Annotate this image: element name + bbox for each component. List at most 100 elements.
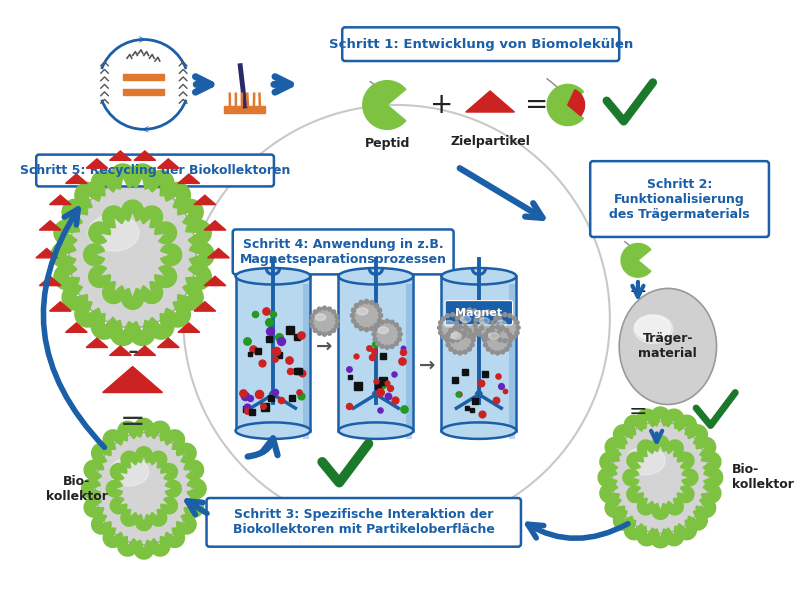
Circle shape [314, 310, 317, 314]
Circle shape [491, 331, 495, 335]
Text: =: = [120, 407, 146, 436]
Polygon shape [66, 174, 87, 183]
Ellipse shape [439, 315, 466, 341]
Circle shape [390, 345, 394, 348]
Wedge shape [652, 435, 669, 452]
Circle shape [467, 329, 471, 333]
Wedge shape [84, 244, 105, 266]
Wedge shape [150, 421, 170, 441]
Circle shape [373, 327, 377, 331]
Circle shape [458, 351, 462, 355]
Polygon shape [50, 195, 71, 204]
Text: Schritt 4: Anwendung in z.B.
Magnetseparationsprozessen: Schritt 4: Anwendung in z.B. Magnetsepar… [240, 238, 446, 266]
Circle shape [453, 350, 457, 354]
Circle shape [370, 300, 374, 305]
Circle shape [376, 323, 380, 327]
Circle shape [495, 351, 499, 355]
Wedge shape [54, 264, 79, 290]
Wedge shape [141, 206, 162, 227]
Wedge shape [165, 302, 190, 327]
Wedge shape [91, 515, 111, 534]
Circle shape [516, 326, 520, 330]
Circle shape [508, 314, 512, 317]
Circle shape [365, 299, 369, 303]
Wedge shape [84, 460, 103, 479]
Circle shape [454, 321, 458, 325]
Circle shape [310, 314, 314, 318]
Circle shape [351, 319, 356, 323]
Circle shape [494, 316, 498, 320]
Text: Magnet: Magnet [455, 307, 502, 317]
Circle shape [332, 329, 336, 332]
Wedge shape [149, 170, 174, 196]
Wedge shape [638, 440, 654, 456]
Bar [406, 284, 413, 439]
Circle shape [494, 335, 498, 339]
Circle shape [446, 338, 450, 342]
Circle shape [456, 338, 460, 342]
Text: Träger-
material: Träger- material [638, 332, 698, 360]
Wedge shape [178, 200, 203, 225]
Circle shape [486, 347, 490, 351]
Text: Schritt 3: Spezifische Interaktion der
Biokollektoren mit Partikeloberfläche: Schritt 3: Spezifische Interaktion der B… [233, 508, 494, 537]
Wedge shape [184, 460, 203, 479]
Bar [235, 276, 310, 431]
Circle shape [449, 347, 453, 351]
Circle shape [480, 316, 483, 320]
Wedge shape [627, 486, 643, 502]
Wedge shape [702, 484, 721, 503]
Circle shape [350, 313, 354, 317]
Circle shape [503, 313, 507, 316]
Wedge shape [150, 509, 166, 526]
Bar [224, 106, 266, 114]
Circle shape [512, 335, 516, 339]
Ellipse shape [488, 333, 499, 339]
Circle shape [438, 331, 442, 335]
Circle shape [482, 338, 486, 342]
Wedge shape [178, 284, 203, 310]
Text: Peptid: Peptid [365, 137, 410, 150]
Wedge shape [103, 528, 122, 547]
Circle shape [374, 303, 378, 307]
Circle shape [499, 323, 503, 327]
Wedge shape [678, 486, 694, 502]
Circle shape [449, 329, 453, 333]
Polygon shape [208, 249, 230, 258]
Wedge shape [89, 266, 110, 287]
Circle shape [473, 323, 477, 327]
Wedge shape [54, 220, 79, 245]
Ellipse shape [338, 268, 414, 284]
Text: =: = [629, 402, 647, 422]
Ellipse shape [492, 315, 518, 341]
Circle shape [495, 314, 499, 317]
Wedge shape [118, 537, 138, 556]
Polygon shape [204, 221, 226, 230]
Circle shape [438, 326, 442, 330]
Circle shape [450, 339, 454, 343]
Circle shape [462, 309, 466, 313]
Wedge shape [187, 479, 206, 498]
Circle shape [480, 326, 483, 330]
Wedge shape [177, 515, 196, 534]
Polygon shape [178, 323, 200, 332]
Wedge shape [605, 438, 625, 457]
Wedge shape [166, 481, 182, 497]
Wedge shape [110, 497, 127, 514]
Wedge shape [186, 220, 211, 245]
Circle shape [380, 320, 384, 324]
Ellipse shape [612, 421, 709, 534]
Wedge shape [688, 425, 707, 444]
Circle shape [473, 309, 477, 313]
Wedge shape [637, 527, 657, 546]
Wedge shape [122, 200, 143, 221]
FancyBboxPatch shape [445, 300, 513, 325]
Circle shape [456, 314, 460, 317]
Ellipse shape [475, 312, 502, 338]
Circle shape [322, 306, 326, 310]
Circle shape [477, 312, 481, 316]
Wedge shape [141, 282, 162, 303]
Circle shape [462, 333, 466, 337]
Circle shape [398, 332, 402, 336]
Circle shape [470, 333, 474, 337]
Wedge shape [62, 284, 87, 310]
